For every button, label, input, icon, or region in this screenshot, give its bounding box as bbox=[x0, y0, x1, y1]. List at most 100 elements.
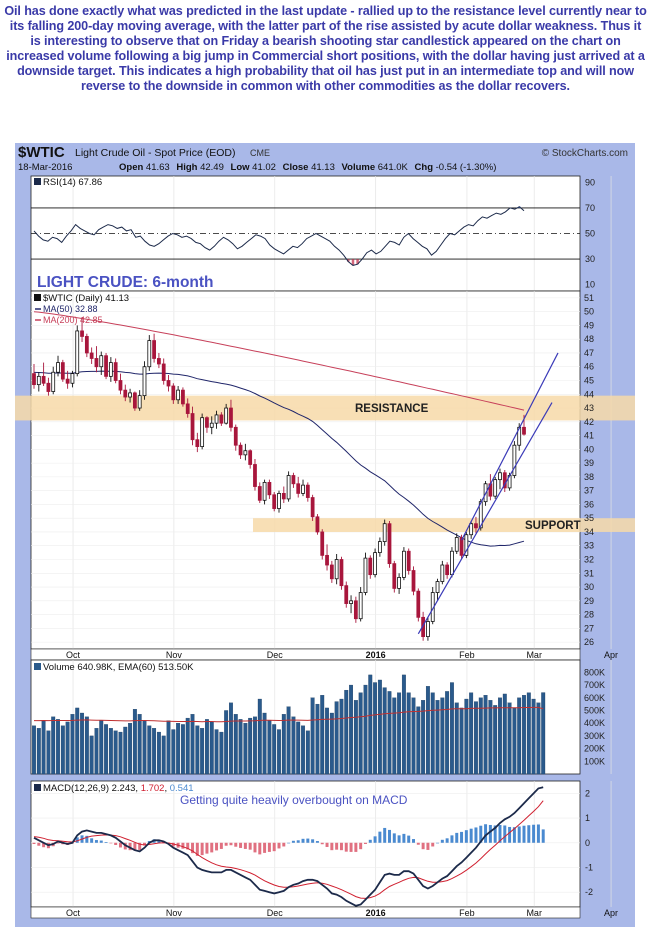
macd-histogram-bar bbox=[195, 842, 199, 856]
volume-bar bbox=[113, 730, 118, 775]
volume-bar bbox=[454, 702, 459, 775]
macd-histogram-bar bbox=[94, 840, 98, 843]
volume-bar bbox=[46, 730, 51, 775]
volume-bar bbox=[469, 692, 474, 775]
intro-paragraph: Oil has done exactly what was predicted … bbox=[4, 4, 647, 93]
candle-body bbox=[368, 557, 373, 576]
price-tick-label: 27 bbox=[584, 623, 594, 633]
volume-bar bbox=[353, 700, 358, 775]
x-axis-bottom: Oct Nov Dec 2016 Feb Mar Apr bbox=[30, 906, 618, 919]
volume-bar bbox=[478, 697, 483, 775]
candle-body bbox=[152, 340, 156, 359]
candle-body bbox=[181, 389, 185, 405]
volume-bar bbox=[498, 697, 502, 775]
macd-histogram-bar bbox=[258, 842, 262, 855]
rsi-tick-label: 70 bbox=[585, 203, 595, 213]
volume-layer: 100K 200K 300K 400K 500K 600K 700K 800K Volume 6… bbox=[32, 660, 612, 775]
candle-body bbox=[435, 581, 440, 593]
candle-body bbox=[137, 395, 142, 409]
macd-histogram-bar bbox=[335, 842, 339, 850]
macd-line bbox=[33, 786, 544, 907]
volume-bar bbox=[382, 687, 387, 775]
candle-body bbox=[157, 358, 161, 365]
x-tick-label: Feb bbox=[459, 650, 475, 660]
macd-histogram-bar bbox=[263, 842, 267, 853]
x-tick-label: Mar bbox=[526, 908, 542, 918]
volume-bar bbox=[56, 719, 60, 775]
volume-bar bbox=[262, 712, 267, 775]
price-tick-label: 41 bbox=[584, 431, 594, 441]
macd-histogram-bar bbox=[431, 842, 435, 847]
macd-histogram-bar bbox=[488, 824, 492, 843]
volume-bar bbox=[344, 689, 349, 775]
candle-body bbox=[498, 472, 502, 481]
macd-histogram-bar bbox=[90, 838, 94, 843]
macd-histogram-bar bbox=[205, 842, 209, 854]
volume-bar bbox=[41, 720, 46, 775]
price-tick-label: 49 bbox=[584, 320, 594, 330]
macd-histogram-bar bbox=[522, 825, 526, 843]
macd-histogram-bar bbox=[287, 842, 291, 844]
x-tick-label: 2016 bbox=[366, 650, 386, 660]
candle-body bbox=[281, 493, 286, 500]
candle-body bbox=[46, 382, 51, 392]
candle-body bbox=[36, 375, 41, 386]
volume-bar bbox=[373, 682, 378, 775]
candle-body bbox=[205, 417, 209, 428]
macd-histogram-bar bbox=[325, 842, 329, 847]
macd-histogram-bar bbox=[508, 826, 512, 843]
candle-body bbox=[512, 444, 517, 476]
candle-body bbox=[108, 362, 113, 377]
candle-body bbox=[128, 392, 132, 398]
candle-body bbox=[272, 494, 277, 509]
macd-histogram-bar bbox=[234, 842, 238, 847]
candle-body bbox=[75, 330, 80, 375]
candle-body bbox=[334, 559, 339, 580]
trend-channel-upper bbox=[461, 352, 559, 541]
macd-histogram-bar bbox=[479, 825, 483, 843]
macd-histogram-bar bbox=[143, 842, 146, 846]
volume-bar bbox=[296, 721, 301, 775]
candle-body bbox=[257, 486, 262, 501]
chart-annotation-light-crude: LIGHT CRUDE: 6-month bbox=[37, 274, 214, 291]
macd-annotation: Getting quite heavily overbought on MACD bbox=[180, 793, 408, 807]
price-tick-label: 26 bbox=[584, 637, 594, 647]
volume-bar bbox=[99, 720, 104, 775]
macd-histogram-bar bbox=[532, 824, 536, 843]
macd-histogram-bar bbox=[426, 842, 430, 850]
price-tick-label: 39 bbox=[584, 458, 594, 468]
price-tick-label: 35 bbox=[584, 513, 594, 523]
candle-body bbox=[65, 378, 70, 384]
volume-bar bbox=[425, 686, 430, 775]
volume-tick-label: 800K bbox=[584, 667, 605, 677]
candle-body bbox=[363, 557, 368, 593]
macd-histogram-bar bbox=[85, 835, 89, 843]
volume-tick-label: 100K bbox=[584, 756, 605, 766]
macd-histogram-bar bbox=[359, 842, 363, 850]
candle-body bbox=[219, 414, 224, 424]
volume-bar bbox=[474, 701, 478, 775]
candle-body bbox=[315, 516, 320, 533]
volume-bar bbox=[166, 720, 171, 775]
volume-ema-line bbox=[34, 706, 544, 723]
candle-body bbox=[233, 426, 238, 446]
candle-body bbox=[224, 407, 229, 424]
macd-histogram-bar bbox=[349, 842, 353, 852]
volume-bar bbox=[483, 695, 488, 775]
macd-histogram-bar bbox=[104, 842, 108, 843]
macd-histogram-bar bbox=[512, 827, 516, 843]
macd-histogram-bar bbox=[200, 842, 204, 856]
price-tick-label: 33 bbox=[584, 541, 594, 551]
candle-body bbox=[325, 554, 329, 566]
macd-tick-label: -2 bbox=[585, 887, 593, 897]
price-tick-label: 47 bbox=[584, 348, 594, 358]
candle-body bbox=[80, 330, 84, 337]
candle-body bbox=[377, 541, 382, 554]
volume-bar bbox=[502, 693, 507, 775]
volume-bar bbox=[517, 697, 522, 775]
volume-bar bbox=[238, 719, 243, 775]
macd-histogram-bar bbox=[219, 842, 223, 849]
volume-bar bbox=[281, 714, 286, 775]
macd-histogram-bar bbox=[392, 833, 396, 843]
macd-histogram-bar bbox=[474, 827, 478, 843]
